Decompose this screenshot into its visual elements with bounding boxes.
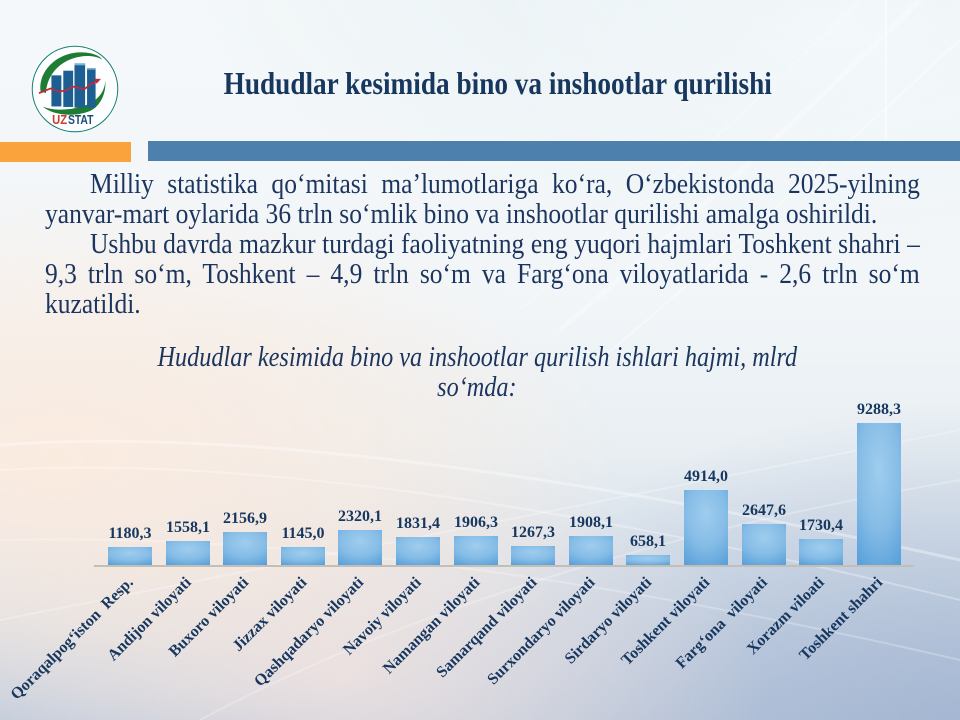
svg-text:STAT: STAT	[68, 112, 94, 127]
svg-text:UZ: UZ	[52, 112, 67, 127]
